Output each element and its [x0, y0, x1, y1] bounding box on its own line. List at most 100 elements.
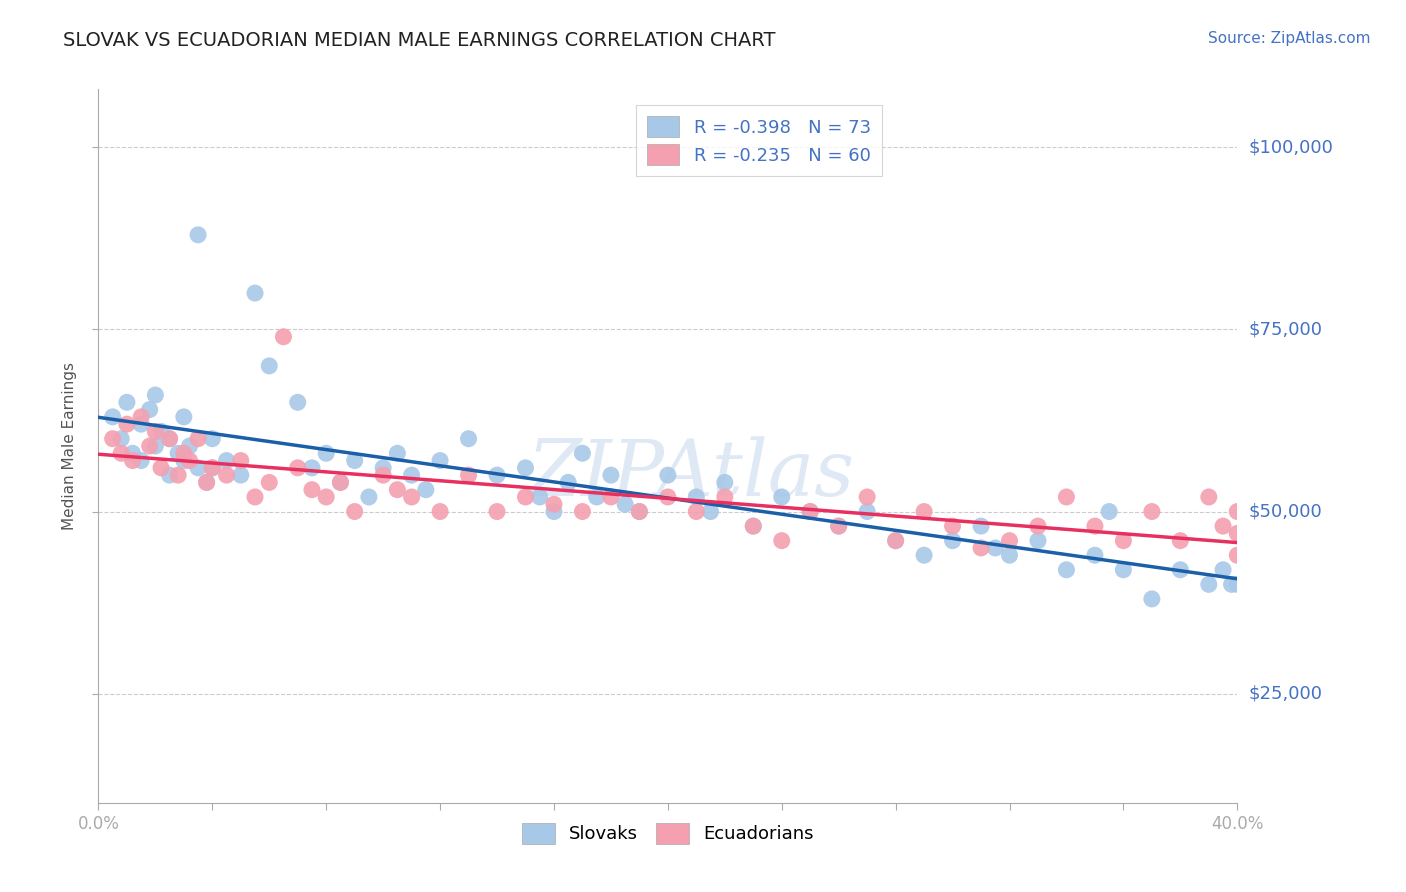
Point: [912, 548, 935, 562]
Point: [173, 409, 195, 424]
Point: [714, 475, 737, 490]
Point: [856, 504, 879, 518]
Point: [486, 504, 509, 518]
Point: [301, 483, 323, 497]
Point: [179, 453, 201, 467]
Text: Source: ZipAtlas.com: Source: ZipAtlas.com: [1208, 31, 1371, 46]
Point: [1056, 563, 1078, 577]
Point: [110, 446, 132, 460]
Point: [557, 475, 579, 490]
Point: [145, 388, 167, 402]
Point: [685, 490, 707, 504]
Point: [115, 395, 138, 409]
Point: [1056, 490, 1078, 504]
Legend: Slovaks, Ecuadorians: Slovaks, Ecuadorians: [515, 815, 821, 851]
Point: [486, 468, 509, 483]
Point: [543, 504, 565, 518]
Point: [998, 548, 1021, 562]
Point: [1212, 563, 1234, 577]
Point: [195, 475, 218, 490]
Point: [1140, 504, 1163, 518]
Point: [998, 533, 1021, 548]
Point: [243, 490, 266, 504]
Point: [387, 483, 409, 497]
Point: [121, 453, 143, 467]
Point: [145, 425, 167, 439]
Point: [187, 460, 209, 475]
Point: [699, 504, 721, 518]
Point: [685, 504, 707, 518]
Point: [101, 432, 124, 446]
Point: [1226, 548, 1249, 562]
Y-axis label: Median Male Earnings: Median Male Earnings: [62, 362, 77, 530]
Point: [628, 504, 651, 518]
Point: [1140, 591, 1163, 606]
Point: [770, 490, 793, 504]
Point: [243, 286, 266, 301]
Point: [415, 483, 437, 497]
Point: [138, 439, 160, 453]
Point: [215, 453, 238, 467]
Point: [129, 453, 152, 467]
Point: [373, 460, 395, 475]
Point: [529, 490, 551, 504]
Point: [401, 468, 423, 483]
Point: [970, 519, 993, 533]
Point: [1212, 519, 1234, 533]
Point: [799, 504, 821, 518]
Point: [129, 417, 152, 432]
Point: [457, 468, 479, 483]
Text: $25,000: $25,000: [1249, 684, 1323, 703]
Point: [159, 468, 181, 483]
Text: $75,000: $75,000: [1249, 320, 1323, 338]
Point: [138, 402, 160, 417]
Point: [543, 497, 565, 511]
Text: SLOVAK VS ECUADORIAN MEDIAN MALE EARNINGS CORRELATION CHART: SLOVAK VS ECUADORIAN MEDIAN MALE EARNING…: [63, 31, 776, 50]
Point: [1226, 504, 1249, 518]
Point: [167, 446, 190, 460]
Point: [1084, 519, 1107, 533]
Point: [457, 432, 479, 446]
Point: [167, 468, 190, 483]
Point: [515, 460, 537, 475]
Point: [145, 439, 167, 453]
Point: [1170, 563, 1192, 577]
Text: $50,000: $50,000: [1249, 502, 1322, 521]
Point: [287, 460, 309, 475]
Point: [942, 533, 965, 548]
Point: [387, 446, 409, 460]
Point: [600, 490, 623, 504]
Point: [110, 432, 132, 446]
Point: [150, 425, 173, 439]
Point: [259, 475, 281, 490]
Point: [159, 432, 181, 446]
Point: [714, 490, 737, 504]
Point: [215, 468, 238, 483]
Point: [828, 519, 851, 533]
Point: [1026, 519, 1049, 533]
Point: [259, 359, 281, 373]
Point: [201, 460, 224, 475]
Point: [585, 490, 607, 504]
Point: [429, 504, 451, 518]
Point: [1084, 548, 1107, 562]
Point: [1170, 533, 1192, 548]
Point: [884, 533, 907, 548]
Point: [159, 432, 181, 446]
Point: [856, 490, 879, 504]
Point: [343, 504, 366, 518]
Point: [1220, 577, 1243, 591]
Point: [150, 460, 173, 475]
Point: [315, 490, 337, 504]
Point: [1112, 533, 1135, 548]
Point: [101, 409, 124, 424]
Point: [770, 533, 793, 548]
Point: [614, 497, 637, 511]
Point: [357, 490, 380, 504]
Point: [187, 227, 209, 242]
Point: [984, 541, 1007, 555]
Point: [229, 453, 252, 467]
Point: [1226, 526, 1249, 541]
Point: [201, 460, 224, 475]
Point: [173, 453, 195, 467]
